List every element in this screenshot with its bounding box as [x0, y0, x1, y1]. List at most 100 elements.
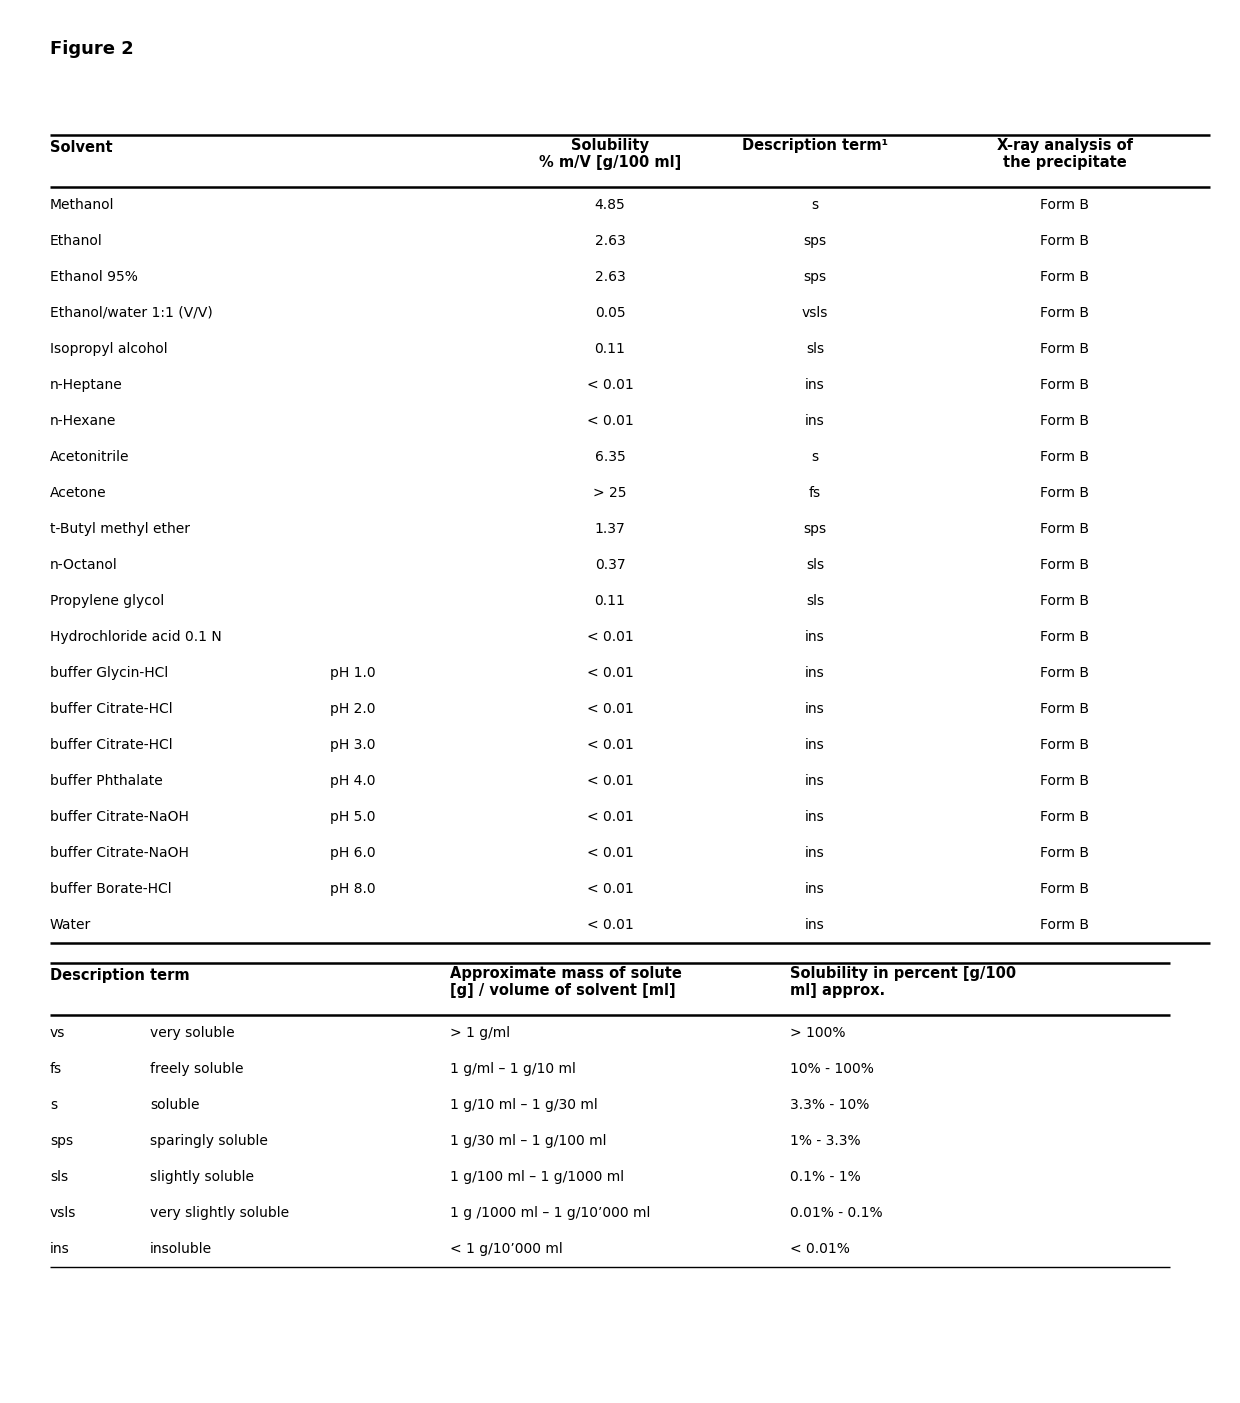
Text: pH 5.0: pH 5.0	[330, 810, 376, 824]
Text: Form B: Form B	[1040, 485, 1090, 499]
Text: Form B: Form B	[1040, 450, 1090, 464]
Text: Form B: Form B	[1040, 269, 1090, 283]
Text: Form B: Form B	[1040, 702, 1090, 716]
Text: < 1 g/10’000 ml: < 1 g/10’000 ml	[450, 1242, 563, 1256]
Text: sps: sps	[804, 269, 827, 283]
Text: 1 g/30 ml – 1 g/100 ml: 1 g/30 ml – 1 g/100 ml	[450, 1134, 606, 1148]
Text: pH 8.0: pH 8.0	[330, 882, 376, 897]
Text: < 0.01: < 0.01	[587, 377, 634, 391]
Text: 1 g/ml – 1 g/10 ml: 1 g/ml – 1 g/10 ml	[450, 1062, 575, 1076]
Text: pH 6.0: pH 6.0	[330, 846, 376, 860]
Text: 0.05: 0.05	[595, 306, 625, 320]
Text: buffer Glycin-HCl: buffer Glycin-HCl	[50, 666, 169, 680]
Text: Ethanol: Ethanol	[50, 234, 103, 248]
Text: 6.35: 6.35	[595, 450, 625, 464]
Text: ins: ins	[805, 882, 825, 897]
Text: < 0.01: < 0.01	[587, 666, 634, 680]
Text: Figure 2: Figure 2	[50, 41, 134, 58]
Text: Form B: Form B	[1040, 666, 1090, 680]
Text: buffer Phthalate: buffer Phthalate	[50, 774, 162, 788]
Text: 0.11: 0.11	[594, 593, 625, 607]
Text: 10% - 100%: 10% - 100%	[790, 1062, 874, 1076]
Text: very soluble: very soluble	[150, 1026, 234, 1040]
Text: sparingly soluble: sparingly soluble	[150, 1134, 268, 1148]
Text: ins: ins	[805, 810, 825, 824]
Text: 2.63: 2.63	[595, 269, 625, 283]
Text: 0.11: 0.11	[594, 342, 625, 356]
Text: < 0.01: < 0.01	[587, 630, 634, 644]
Text: buffer Citrate-NaOH: buffer Citrate-NaOH	[50, 846, 188, 860]
Text: < 0.01: < 0.01	[587, 810, 634, 824]
Text: Form B: Form B	[1040, 377, 1090, 391]
Text: ins: ins	[805, 414, 825, 428]
Text: Solvent: Solvent	[50, 140, 113, 154]
Text: n-Hexane: n-Hexane	[50, 414, 117, 428]
Text: < 0.01: < 0.01	[587, 774, 634, 788]
Text: ins: ins	[805, 846, 825, 860]
Text: Approximate mass of solute
[g] / volume of solvent [ml]: Approximate mass of solute [g] / volume …	[450, 967, 682, 999]
Text: pH 2.0: pH 2.0	[330, 702, 376, 716]
Text: ins: ins	[805, 377, 825, 391]
Text: < 0.01: < 0.01	[587, 414, 634, 428]
Text: 4.85: 4.85	[595, 198, 625, 212]
Text: Form B: Form B	[1040, 234, 1090, 248]
Text: s: s	[811, 198, 818, 212]
Text: Hydrochloride acid 0.1 N: Hydrochloride acid 0.1 N	[50, 630, 222, 644]
Text: pH 4.0: pH 4.0	[330, 774, 376, 788]
Text: < 0.01: < 0.01	[587, 918, 634, 932]
Text: pH 3.0: pH 3.0	[330, 738, 376, 752]
Text: ins: ins	[805, 702, 825, 716]
Text: n-Heptane: n-Heptane	[50, 377, 123, 391]
Text: sls: sls	[806, 558, 825, 572]
Text: Description term: Description term	[50, 968, 190, 984]
Text: ins: ins	[805, 666, 825, 680]
Text: vsls: vsls	[50, 1207, 77, 1221]
Text: s: s	[811, 450, 818, 464]
Text: Form B: Form B	[1040, 198, 1090, 212]
Text: > 100%: > 100%	[790, 1026, 846, 1040]
Text: Form B: Form B	[1040, 630, 1090, 644]
Text: Form B: Form B	[1040, 522, 1090, 536]
Text: 1 g/10 ml – 1 g/30 ml: 1 g/10 ml – 1 g/30 ml	[450, 1099, 598, 1113]
Text: sls: sls	[806, 593, 825, 607]
Text: sls: sls	[806, 342, 825, 356]
Text: buffer Borate-HCl: buffer Borate-HCl	[50, 882, 171, 897]
Text: pH 1.0: pH 1.0	[330, 666, 376, 680]
Text: Form B: Form B	[1040, 810, 1090, 824]
Text: Form B: Form B	[1040, 738, 1090, 752]
Text: vsls: vsls	[802, 306, 828, 320]
Text: slightly soluble: slightly soluble	[150, 1170, 254, 1184]
Text: Methanol: Methanol	[50, 198, 114, 212]
Text: > 25: > 25	[593, 485, 626, 499]
Text: Solubility in percent [g/100
ml] approx.: Solubility in percent [g/100 ml] approx.	[790, 967, 1016, 999]
Text: buffer Citrate-HCl: buffer Citrate-HCl	[50, 702, 172, 716]
Text: n-Octanol: n-Octanol	[50, 558, 118, 572]
Text: sps: sps	[50, 1134, 73, 1148]
Text: Form B: Form B	[1040, 593, 1090, 607]
Text: > 1 g/ml: > 1 g/ml	[450, 1026, 510, 1040]
Text: fs: fs	[50, 1062, 62, 1076]
Text: very slightly soluble: very slightly soluble	[150, 1207, 289, 1221]
Text: Form B: Form B	[1040, 558, 1090, 572]
Text: vs: vs	[50, 1026, 66, 1040]
Text: 0.1% - 1%: 0.1% - 1%	[790, 1170, 861, 1184]
Text: Form B: Form B	[1040, 882, 1090, 897]
Text: t-Butyl methyl ether: t-Butyl methyl ether	[50, 522, 190, 536]
Text: 0.01% - 0.1%: 0.01% - 0.1%	[790, 1207, 883, 1221]
Text: 1% - 3.3%: 1% - 3.3%	[790, 1134, 861, 1148]
Text: < 0.01%: < 0.01%	[790, 1242, 849, 1256]
Text: 1 g/100 ml – 1 g/1000 ml: 1 g/100 ml – 1 g/1000 ml	[450, 1170, 624, 1184]
Text: freely soluble: freely soluble	[150, 1062, 243, 1076]
Text: 1 g /1000 ml – 1 g/10’000 ml: 1 g /1000 ml – 1 g/10’000 ml	[450, 1207, 650, 1221]
Text: < 0.01: < 0.01	[587, 882, 634, 897]
Text: < 0.01: < 0.01	[587, 702, 634, 716]
Text: Form B: Form B	[1040, 846, 1090, 860]
Text: X-ray analysis of
the precipitate: X-ray analysis of the precipitate	[997, 137, 1133, 170]
Text: soluble: soluble	[150, 1099, 200, 1113]
Text: 3.3% - 10%: 3.3% - 10%	[790, 1099, 869, 1113]
Text: sps: sps	[804, 522, 827, 536]
Text: < 0.01: < 0.01	[587, 738, 634, 752]
Text: Acetone: Acetone	[50, 485, 107, 499]
Text: ins: ins	[805, 630, 825, 644]
Text: Water: Water	[50, 918, 92, 932]
